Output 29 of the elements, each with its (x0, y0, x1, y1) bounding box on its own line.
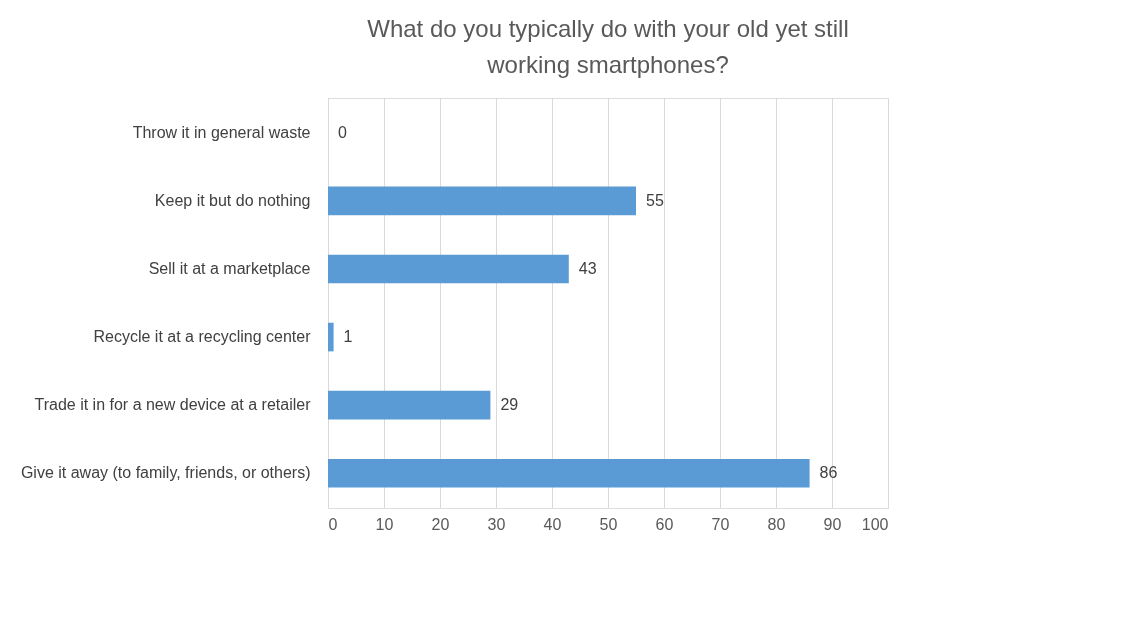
x-tick-label: 40 (543, 515, 562, 533)
x-tick-label: 20 (431, 515, 450, 533)
x-tick-label: 70 (711, 515, 730, 533)
data-label: 55 (646, 191, 664, 209)
bar (328, 458, 810, 488)
x-tick-label: 30 (487, 515, 506, 533)
y-tick-label: Recycle it at a recycling center (93, 328, 312, 346)
y-tick-label: Keep it but do nothing (154, 191, 311, 209)
data-label: 0 (338, 123, 347, 141)
y-tick-label: Trade it in for a new device at a retailer (34, 396, 312, 414)
data-label: 86 (819, 464, 838, 482)
x-tick-label: 80 (767, 515, 786, 533)
y-tick-label: Sell it at a marketplace (148, 259, 311, 277)
x-tick-label: 10 (375, 515, 394, 533)
bar (328, 390, 491, 420)
data-label: 43 (578, 259, 597, 277)
y-tick-label: Throw it in general waste (132, 123, 311, 141)
x-tick-label: 60 (655, 515, 674, 533)
x-tick-label: 90 (823, 515, 842, 533)
bar (328, 254, 569, 284)
chart-title: What do you typically do with your old yet still working smartphones? (367, 15, 849, 78)
bar (328, 322, 334, 352)
data-label: 29 (500, 396, 519, 414)
x-tick-label: 100 (861, 515, 889, 533)
bar (328, 186, 636, 216)
x-tick-label: 0 (328, 515, 338, 533)
x-tick-label: 50 (599, 515, 618, 533)
data-label: 1 (343, 328, 353, 346)
y-tick-label: Give it away (to family, friends, or others) (20, 464, 311, 482)
